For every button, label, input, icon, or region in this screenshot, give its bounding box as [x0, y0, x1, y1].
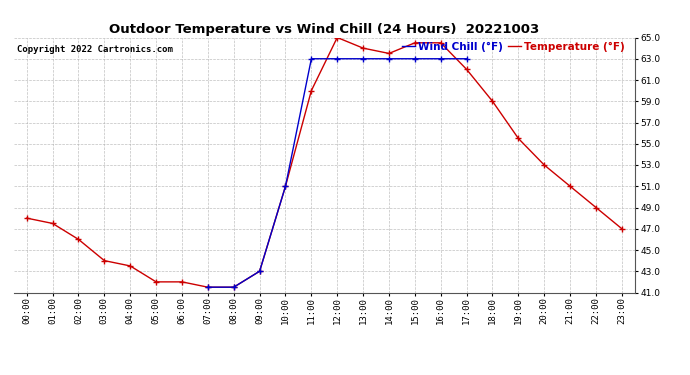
Legend: Wind Chill (°F), Temperature (°F): Wind Chill (°F), Temperature (°F)	[398, 38, 629, 56]
Title: Outdoor Temperature vs Wind Chill (24 Hours)  20221003: Outdoor Temperature vs Wind Chill (24 Ho…	[109, 23, 540, 36]
Text: Copyright 2022 Cartronics.com: Copyright 2022 Cartronics.com	[17, 45, 172, 54]
